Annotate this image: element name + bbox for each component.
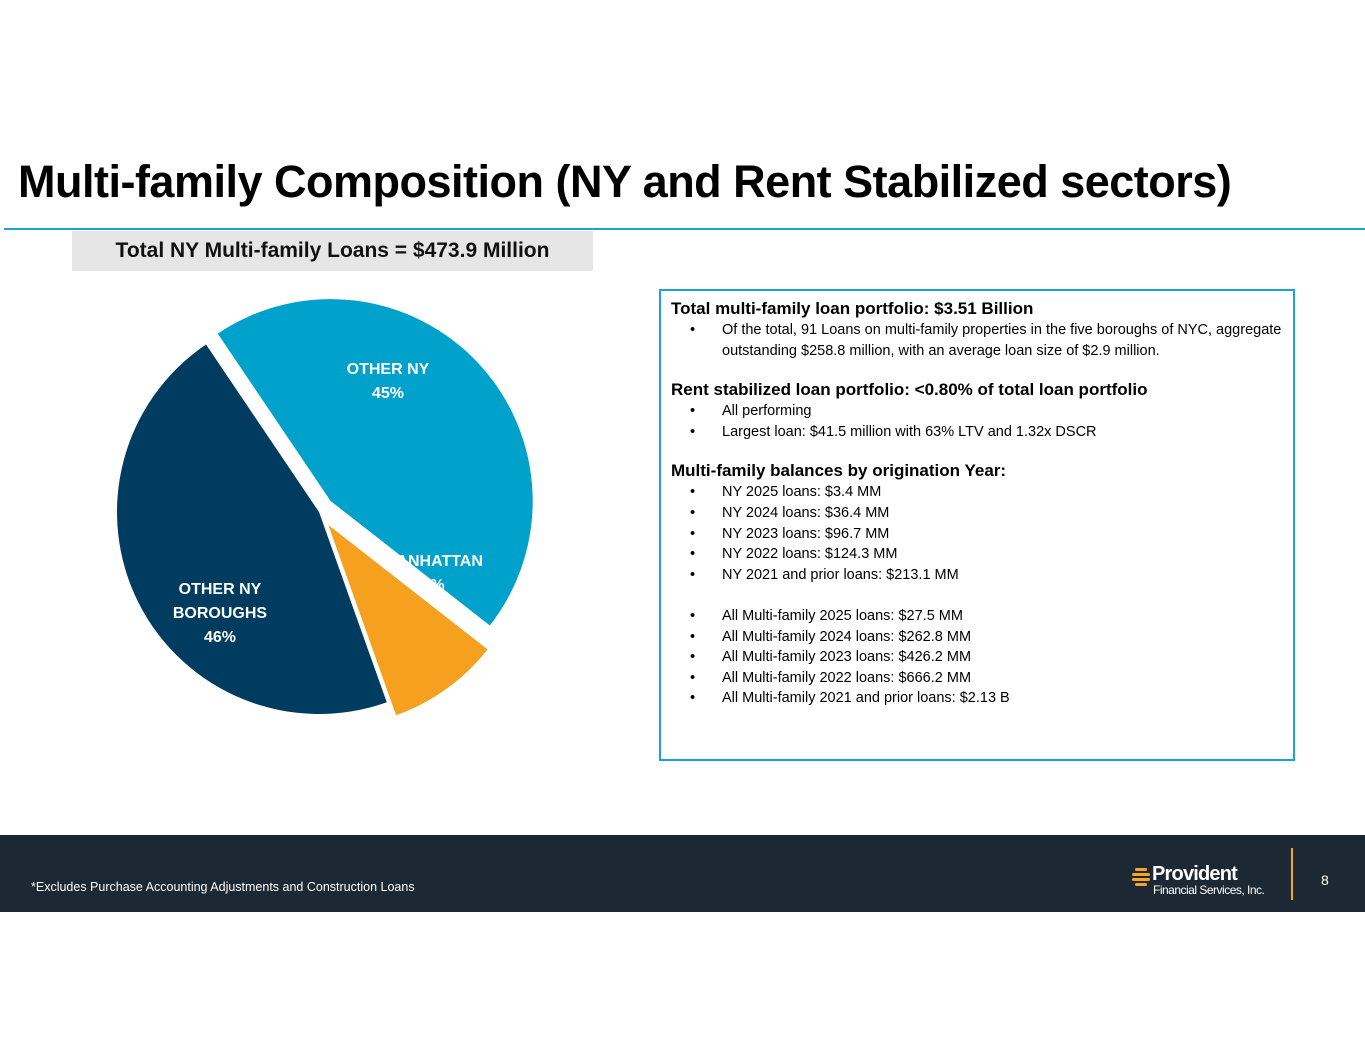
provident-logo: Provident Financial Services, Inc. xyxy=(1131,863,1281,901)
origination-all-bullets: All Multi-family 2025 loans: $27.5 MM Al… xyxy=(671,606,1283,709)
pie-chart: OTHER NY 45% MANHATTAN 9% OTHER NY BOROUGHS 46… xyxy=(117,299,533,716)
footer-bar: *Excludes Purchase Accounting Adjustment… xyxy=(0,835,1365,912)
page-title: Multi-family Composition (NY and Rent St… xyxy=(18,156,1232,207)
origination-bullet: All Multi-family 2022 loans: $666.2 MM xyxy=(671,668,1283,689)
slice-label: OTHER NY 45% xyxy=(347,361,430,402)
rent-stabilized-section: Rent stabilized loan portfolio: <0.80% o… xyxy=(671,379,1283,442)
origination-bullet: NY 2022 loans: $124.3 MM xyxy=(671,544,1283,565)
origination-section: Multi-family balances by origination Yea… xyxy=(671,460,1283,709)
logo-name: Provident xyxy=(1152,863,1238,885)
title-divider xyxy=(4,228,1365,230)
provident-flame-icon xyxy=(1132,868,1150,886)
origination-heading: Multi-family balances by origination Yea… xyxy=(671,461,1007,481)
bullet-gap xyxy=(671,585,1283,606)
origination-bullet: All Multi-family 2025 loans: $27.5 MM xyxy=(671,606,1283,627)
pie-slice xyxy=(217,299,533,626)
logo-divider xyxy=(1291,848,1293,900)
portfolio-bullets: Of the total, 91 Loans on multi-family p… xyxy=(671,320,1283,361)
origination-bullet: NY 2023 loans: $96.7 MM xyxy=(671,524,1283,545)
info-panel: Total multi-family loan portfolio: $3.51… xyxy=(659,289,1295,761)
logo-subtitle: Financial Services, Inc. xyxy=(1153,883,1265,897)
origination-bullet: NY 2021 and prior loans: $213.1 MM xyxy=(671,565,1283,586)
slice-label: OTHER NY BOROUGHS 46% xyxy=(173,581,268,646)
pie-slice xyxy=(328,524,488,716)
portfolio-heading: Total multi-family loan portfolio: $3.51… xyxy=(671,299,1034,318)
portfolio-bullet: Of the total, 91 Loans on multi-family p… xyxy=(671,320,1283,361)
origination-ny-bullets: NY 2025 loans: $3.4 MM NY 2024 loans: $3… xyxy=(671,482,1283,585)
slice-label: MANHATTAN 9% xyxy=(383,553,483,594)
rent-stabilized-heading: Rent stabilized loan portfolio: <0.80% o… xyxy=(671,380,1148,400)
pie-slice xyxy=(117,344,387,714)
origination-bullet: NY 2024 loans: $36.4 MM xyxy=(671,503,1283,524)
origination-bullet: NY 2025 loans: $3.4 MM xyxy=(671,482,1283,503)
rent-stabilized-bullet: All performing xyxy=(671,401,1283,422)
rent-stabilized-bullet: Largest loan: $41.5 million with 63% LTV… xyxy=(671,422,1283,443)
origination-bullet: All Multi-family 2023 loans: $426.2 MM xyxy=(671,647,1283,668)
total-loans-banner: Total NY Multi-family Loans = $473.9 Mil… xyxy=(72,231,593,271)
footnote: *Excludes Purchase Accounting Adjustment… xyxy=(31,880,415,894)
portfolio-section: Total multi-family loan portfolio: $3.51… xyxy=(671,298,1283,361)
origination-bullet: All Multi-family 2024 loans: $262.8 MM xyxy=(671,627,1283,648)
page-number: 8 xyxy=(1321,872,1329,888)
origination-bullet: All Multi-family 2021 and prior loans: $… xyxy=(671,688,1283,709)
rent-stabilized-bullets: All performing Largest loan: $41.5 milli… xyxy=(671,401,1283,442)
